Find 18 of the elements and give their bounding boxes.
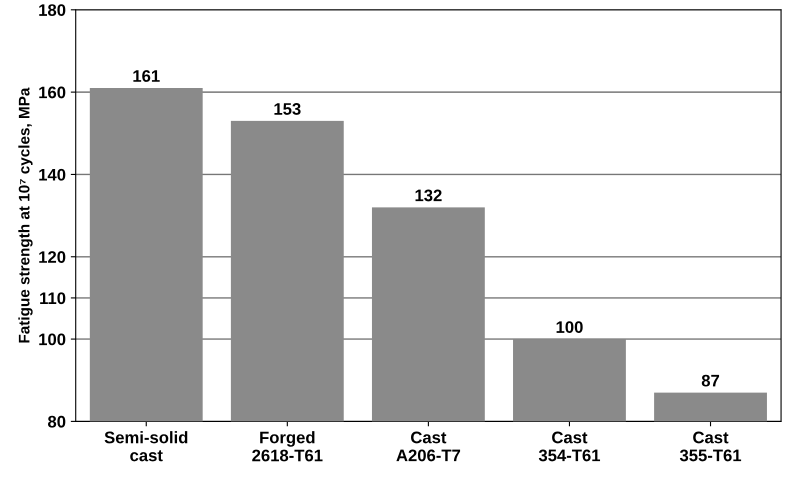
y-tick-label: 100 [39,333,66,346]
data-label: 153 [274,103,301,115]
y-tick-label: 80 [48,416,66,428]
data-label: 132 [416,189,442,202]
y-tick-label: 140 [39,168,66,181]
data-label: 100 [556,321,583,334]
y-tick-label: 180 [39,4,66,16]
y-axis-title: Fatigue strength at 10⁷ cycles, MPa [18,88,33,343]
y-tick-label: 120 [39,251,66,263]
y-tick-label: 110 [40,292,66,304]
x-tick-label: Forged 2618-T61 [252,431,323,462]
data-label: 87 [702,374,720,387]
x-tick-label: Cast A206-T7 [396,432,460,462]
x-tick-label: Cast 355-T61 [680,432,742,462]
x-tick-label: Cast 354-T61 [538,432,600,462]
data-label: 161 [133,70,160,82]
y-tick-label: 160 [39,86,66,98]
x-tick-label: Semi-solid cast [104,431,188,462]
